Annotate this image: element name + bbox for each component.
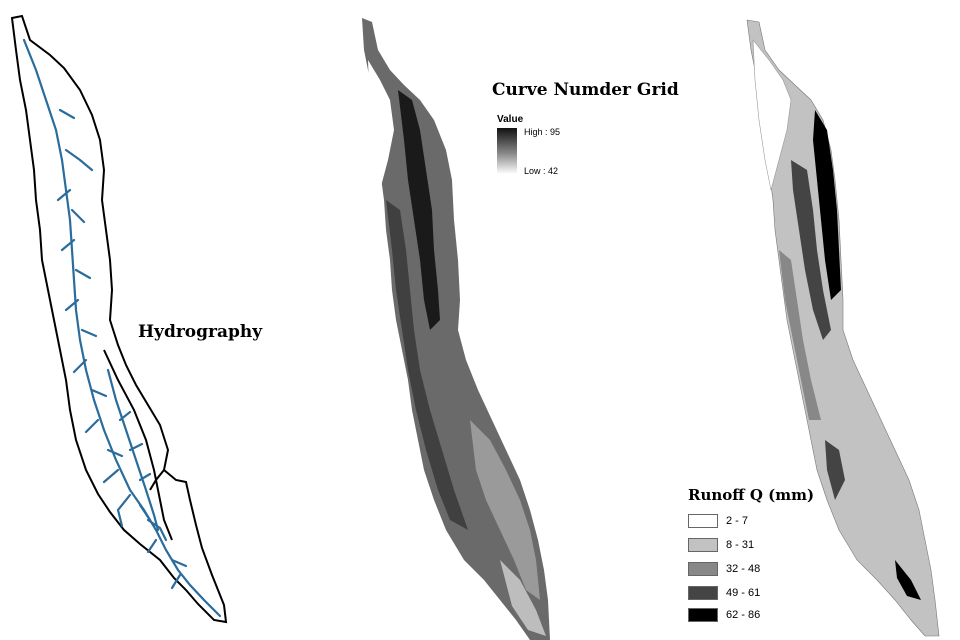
watershed-sub-boundary: [103, 349, 173, 541]
curve-number-mid-zone: [386, 200, 468, 530]
curve-number-low-label: Low : 42: [524, 166, 559, 176]
curve-number-south-tip: [500, 560, 546, 636]
runoff-south-dark: [825, 440, 845, 500]
runoff-north-white: [752, 39, 792, 191]
runoff-swatch-3: [688, 562, 718, 576]
curve-number-legend-title: Value: [497, 114, 524, 125]
runoff-map: [746, 19, 940, 637]
hydrography-map: [10, 14, 228, 624]
runoff-class-label: 32 - 48: [726, 563, 761, 575]
watershed-outline: [10, 14, 228, 624]
runoff-title: Runoff Q (mm): [688, 486, 815, 504]
runoff-swatch-2: [688, 538, 718, 552]
stream-network: [22, 38, 222, 618]
runoff-swatch-5: [688, 608, 718, 622]
runoff-class-label: 2 - 7: [726, 515, 749, 527]
curve-number-light-north: [368, 60, 394, 190]
curve-number-map: [362, 18, 550, 640]
curve-number-high-label: High : 95: [524, 127, 561, 137]
runoff-south-black: [895, 560, 921, 600]
runoff-swatch-1: [688, 514, 718, 528]
runoff-class-label: 62 - 86: [726, 609, 761, 621]
curve-number-high-core: [398, 90, 440, 330]
runoff-swatch-4: [688, 586, 718, 600]
curve-number-south-light: [470, 420, 540, 600]
curve-number-title: Curve Numder Grid: [492, 80, 679, 100]
hydrography-label: Hydrography: [138, 322, 263, 342]
runoff-class-label: 49 - 61: [726, 587, 761, 599]
runoff-class-label: 8 - 31: [726, 539, 755, 551]
runoff-mid-band: [779, 250, 821, 420]
runoff-dark-band: [791, 160, 831, 340]
curve-number-color-ramp: [497, 128, 517, 174]
runoff-core-black: [813, 110, 841, 300]
